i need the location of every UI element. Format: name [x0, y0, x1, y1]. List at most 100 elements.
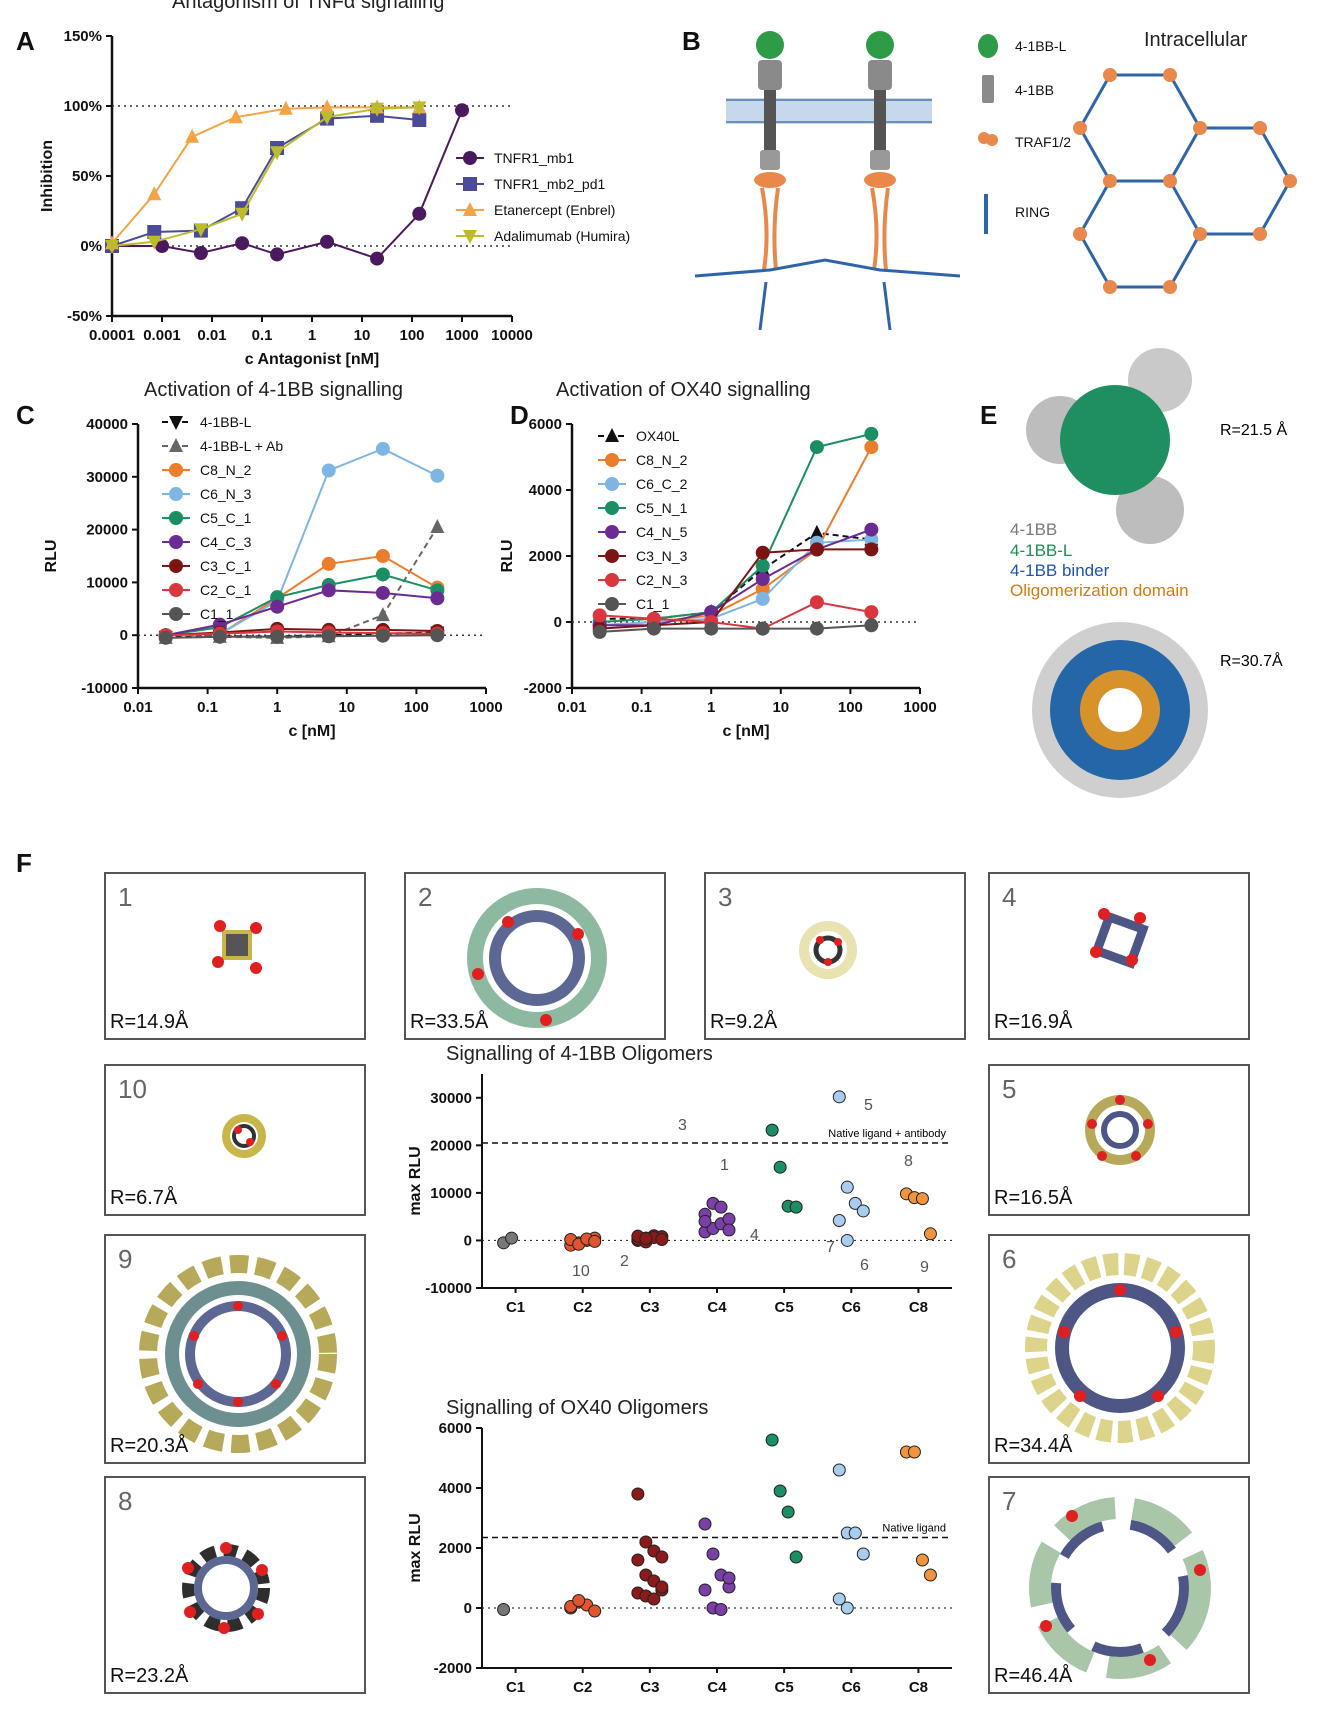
structure-41bb-trimer [1026, 348, 1192, 544]
data-point [193, 223, 208, 238]
legend-label: TNFR1_mb2_pd1 [494, 176, 605, 192]
series-line [599, 538, 872, 627]
y-tick-label: 150% [64, 28, 102, 45]
structure-number: 3 [718, 882, 733, 912]
data-point [832, 1090, 846, 1104]
legend-marker [605, 525, 619, 539]
data-point [375, 628, 390, 643]
y-tick-label: -10000 [425, 1280, 472, 1297]
data-point [722, 1212, 736, 1226]
legend-label: C6_N_3 [200, 486, 252, 502]
data-point [631, 1487, 645, 1501]
data-point [193, 246, 208, 260]
x-tick-label: 0.1 [252, 327, 273, 344]
chart-f-41bb-oligomers: Signalling of 4-1BB Oligomers -10000 0 1000… [407, 1043, 952, 1316]
data-point [321, 583, 336, 598]
chart-f-ox40-oligomers: Signalling of OX40 Oligomers -2000 0 2000 40… [407, 1397, 952, 1696]
point-annotation: 10 [572, 1263, 590, 1280]
data-point [809, 440, 824, 455]
legend-label: C5_N_1 [636, 500, 688, 516]
data-point [755, 591, 770, 606]
data-point [320, 111, 335, 126]
series-line [599, 624, 872, 633]
x-tick-label: C2 [573, 1679, 592, 1696]
structure-icon-9 [139, 1255, 337, 1453]
data-point [755, 582, 770, 596]
data-point [430, 628, 445, 643]
y-tick-label: 2000 [439, 1540, 472, 1557]
y-tick-label: 0 [464, 1600, 472, 1617]
legend-icons [978, 34, 998, 234]
x-tick-label: C3 [640, 1679, 659, 1696]
x-tick-label: C5 [775, 1679, 794, 1696]
y-tick-label: 100% [64, 98, 102, 115]
legend-label: 4-1BB-L + Ab [200, 438, 283, 454]
legend-ring: RING [1015, 204, 1050, 220]
legend-marker [605, 453, 619, 467]
data-point [270, 599, 285, 614]
x-tick-label: C1 [506, 1299, 525, 1316]
x-tick-label: C8 [909, 1679, 928, 1696]
x-tick-label: C6 [842, 1299, 861, 1316]
legend-label: C1_1 [200, 606, 234, 622]
structure-icon-5 [1085, 1095, 1155, 1165]
legend-marker [605, 477, 619, 491]
point-annotation: 7 [826, 1239, 835, 1256]
x-tick-label: C4 [707, 1679, 727, 1696]
structure-icon-6 [1025, 1253, 1215, 1443]
y-tick-label: 0 [464, 1232, 472, 1249]
series-line [599, 601, 872, 630]
x-tick-label: 100 [404, 699, 429, 716]
data-point [646, 621, 661, 636]
series-line [111, 106, 420, 247]
structure-box-3: 3 R=9.2Å [704, 872, 966, 1040]
reference-label: Native ligand [882, 1523, 946, 1535]
legend-label: C8_N_2 [200, 462, 252, 478]
legend-label: Adalimumab (Humira) [494, 228, 630, 244]
point-annotation: 6 [860, 1257, 869, 1274]
data-point [698, 1517, 712, 1531]
data-point [430, 591, 445, 606]
legend-marker [463, 230, 477, 244]
data-point [840, 1233, 854, 1247]
data-point [765, 1433, 779, 1447]
panel-label-a: A [16, 26, 35, 56]
data-point [698, 1214, 712, 1228]
x-tick-label: C6 [842, 1679, 861, 1696]
structure-radius: R=9.2Å [710, 1011, 778, 1033]
data-point [722, 1571, 736, 1585]
data-point [235, 207, 250, 222]
series-line [111, 106, 420, 244]
y-tick-label: -2000 [524, 680, 562, 697]
data-point [375, 549, 390, 563]
x-tick-label: 10 [772, 699, 789, 716]
data-point [455, 103, 469, 118]
legend-label: C3_N_3 [636, 548, 688, 564]
data-point [158, 630, 173, 645]
data-point [588, 1604, 602, 1618]
data-point [572, 1594, 586, 1607]
legend-traf: TRAF1/2 [1015, 134, 1071, 150]
data-point [588, 1234, 602, 1248]
structure-radius: R=23.2Å [110, 1665, 189, 1687]
y-tick-label: -50% [67, 308, 102, 325]
structure-number: 5 [1002, 1074, 1017, 1104]
legend-marker [169, 416, 183, 430]
legend-marker [463, 151, 477, 165]
data-point [655, 1580, 669, 1594]
y-tick-label: 0 [554, 614, 562, 631]
point-annotation: 9 [920, 1259, 929, 1276]
structure-box-5: 5 R=16.5Å [988, 1064, 1250, 1216]
data-point [412, 101, 427, 116]
data-point [848, 1526, 862, 1540]
structure-radius: R=34.4Å [994, 1435, 1073, 1457]
legend-label: C2_C_1 [200, 582, 252, 598]
x-tick-label: 10000 [491, 327, 533, 344]
structure-radius: R=46.4Å [994, 1665, 1073, 1687]
legend-label: OX40L [636, 428, 680, 444]
data-point [907, 1445, 921, 1459]
x-tick-label: 0.01 [557, 699, 586, 716]
data-point [320, 99, 335, 114]
structure-number: 9 [118, 1244, 133, 1274]
x-tick-label: 1 [707, 699, 715, 716]
